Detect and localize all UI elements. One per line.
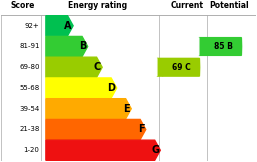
Text: 92+: 92+: [25, 23, 40, 29]
Text: Current: Current: [170, 1, 204, 10]
Polygon shape: [192, 38, 199, 55]
FancyArrow shape: [46, 119, 146, 139]
Polygon shape: [199, 38, 205, 55]
Text: 55-68: 55-68: [19, 85, 40, 91]
Text: B: B: [79, 41, 86, 52]
Text: C: C: [94, 62, 101, 72]
FancyArrow shape: [46, 99, 131, 119]
Text: Potential: Potential: [209, 1, 249, 10]
FancyArrow shape: [46, 57, 102, 77]
FancyArrow shape: [46, 78, 117, 98]
FancyArrow shape: [46, 36, 88, 57]
Text: A: A: [64, 21, 72, 31]
Text: D: D: [107, 83, 115, 93]
Text: 69 C: 69 C: [172, 63, 191, 72]
Text: 1-20: 1-20: [24, 147, 40, 153]
Text: 69-80: 69-80: [19, 64, 40, 70]
Polygon shape: [150, 58, 157, 76]
Text: 39-54: 39-54: [19, 106, 40, 112]
FancyArrow shape: [199, 38, 242, 55]
FancyArrow shape: [46, 140, 160, 160]
Polygon shape: [157, 58, 163, 76]
FancyArrow shape: [157, 58, 200, 76]
Text: G: G: [151, 145, 159, 155]
Text: 21-38: 21-38: [19, 127, 40, 133]
Text: E: E: [123, 104, 130, 114]
Text: Energy rating: Energy rating: [68, 1, 127, 10]
Text: F: F: [138, 124, 144, 134]
FancyArrow shape: [46, 16, 73, 36]
Text: 85 B: 85 B: [214, 42, 233, 51]
Text: Score: Score: [11, 1, 35, 10]
Text: 81-91: 81-91: [19, 44, 40, 50]
